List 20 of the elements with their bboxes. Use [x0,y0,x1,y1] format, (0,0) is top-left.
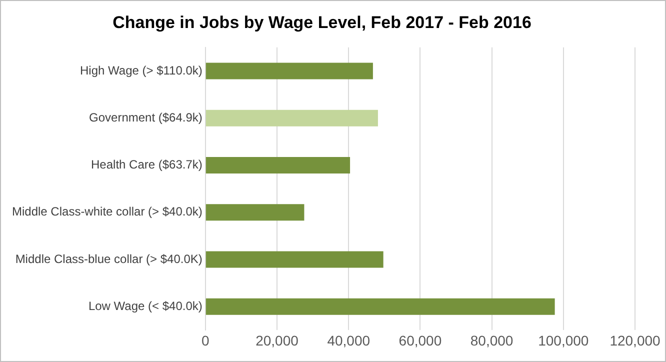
x-tick-label: 20,000 [256,332,299,348]
bar [206,251,384,268]
y-tick-label: High Wage (> $110.0k) [80,63,202,78]
x-tick-label: 40,000 [327,332,370,348]
y-tick-label: Health Care ($63.7k) [91,158,202,172]
bar [206,156,350,174]
chart-title: Change in Jobs by Wage Level, Feb 2017 - Feb 2016 [112,12,532,32]
x-tick-label: 120,000 [610,332,661,348]
x-tick-label: 60,000 [398,332,442,348]
y-tick-label: Government ($64.9k) [89,110,202,124]
bar [206,62,373,80]
x-tick-label: 0 [202,332,210,348]
y-tick-label: Middle Class-white collar (> $40.0k) [12,204,202,219]
x-tick-label: 80,000 [470,332,514,348]
x-tick-label: 100,000 [538,332,589,348]
y-tick-label: Middle Class-blue collar (> $40.0K) [15,252,202,266]
bar [206,110,378,126]
bar [206,204,304,221]
y-tick-label: Low Wage (< $40.0k) [88,298,202,313]
bar [206,298,555,315]
